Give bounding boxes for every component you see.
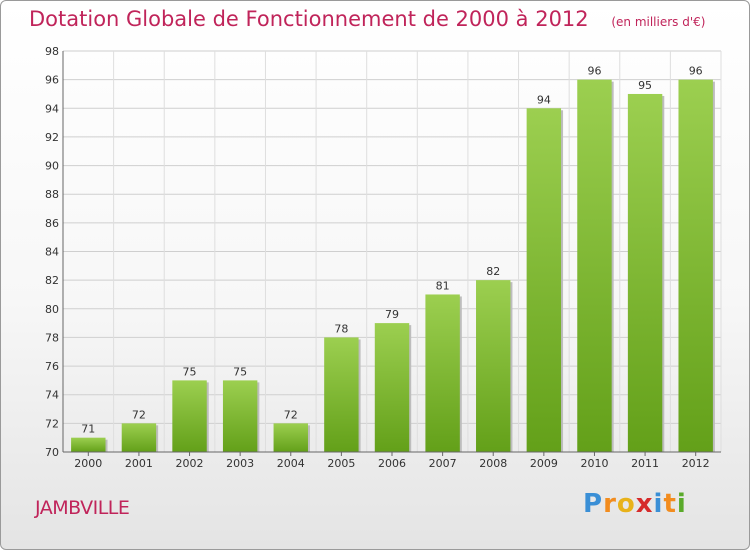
value-label-2002: 75	[183, 365, 197, 378]
bar-2000	[71, 437, 106, 452]
logo-letter: t	[663, 489, 677, 519]
y-tick-label: 80	[45, 303, 59, 316]
x-tick-label-2006: 2006	[378, 457, 406, 470]
value-label-2007: 81	[436, 279, 450, 292]
y-tick-label: 98	[45, 45, 59, 58]
y-tick-label: 96	[45, 74, 59, 87]
logo-letter: o	[616, 489, 636, 519]
y-tick-label: 86	[45, 217, 59, 230]
logo-letter: i	[653, 489, 664, 519]
x-tick-label-2003: 2003	[226, 457, 254, 470]
logo-letter: P	[583, 489, 604, 519]
x-tick-label-2005: 2005	[327, 457, 355, 470]
chart-title-text: Dotation Globale de Fonctionnement de 20…	[29, 7, 589, 31]
x-tick-label-2007: 2007	[429, 457, 457, 470]
y-tick-label: 88	[45, 188, 59, 201]
x-tick-label-2002: 2002	[176, 457, 204, 470]
proxiti-logo: Proxiti	[583, 489, 687, 519]
value-label-2011: 95	[638, 79, 652, 92]
x-tick-label-2000: 2000	[74, 457, 102, 470]
bar-2009	[526, 108, 562, 453]
bar-2005	[324, 337, 359, 452]
commune-name: JAMBVILLE	[35, 497, 130, 519]
value-label-2001: 72	[132, 408, 146, 421]
bar-2002	[172, 380, 207, 452]
y-tick-label: 84	[45, 246, 59, 259]
value-label-2006: 79	[385, 308, 399, 321]
x-axis: 2000 2001 2002 2003 2004 2005 2006 2007 2008 2009…	[63, 451, 721, 470]
y-tick-label: 76	[45, 360, 59, 373]
bar-2007	[425, 294, 460, 452]
x-tick-label-2009: 2009	[530, 457, 558, 470]
value-label-2012: 96	[689, 65, 703, 78]
value-label-2009: 94	[537, 93, 551, 106]
x-tick-label-2010: 2010	[580, 457, 608, 470]
bar-2012	[678, 79, 713, 453]
y-tick-label: 92	[45, 131, 59, 144]
bar-2001	[121, 423, 157, 452]
logo-letter: r	[603, 489, 617, 519]
bar-2010	[577, 79, 612, 453]
y-tick-label: 94	[45, 102, 59, 115]
chart-subtitle: (en milliers d'€)	[611, 15, 706, 29]
value-label-2003: 75	[233, 365, 247, 378]
x-tick-label-2001: 2001	[125, 457, 153, 470]
y-tick-label: 70	[45, 446, 59, 459]
bar-2008	[476, 280, 511, 452]
bars: 71 72 75 75 72 78 79 81 82 94 96 95 96	[71, 65, 715, 453]
value-label-2010: 96	[587, 65, 601, 78]
x-tick-label-2012: 2012	[682, 457, 710, 470]
y-axis: 70 72 74 76 78 80 82 84 86 88 90 92 94 96 98	[45, 45, 64, 459]
y-tick-label: 74	[45, 389, 59, 402]
y-tick-label: 72	[45, 417, 59, 430]
bar-2006	[374, 323, 410, 452]
y-tick-label: 90	[45, 160, 59, 173]
y-tick-label: 82	[45, 274, 59, 287]
x-tick-label-2011: 2011	[631, 457, 659, 470]
bar-2003	[222, 380, 258, 452]
bar-2011	[627, 93, 663, 452]
logo-letter: x	[635, 489, 654, 519]
value-label-2000: 71	[81, 423, 95, 436]
value-label-2005: 78	[334, 322, 348, 335]
value-label-2004: 72	[284, 408, 298, 421]
chart-title: Dotation Globale de Fonctionnement de 20…	[29, 7, 705, 31]
x-tick-label-2004: 2004	[277, 457, 305, 470]
value-label-2008: 82	[486, 265, 500, 278]
logo-letter: i	[676, 489, 687, 519]
x-tick-label-2008: 2008	[479, 457, 507, 470]
bar-2004	[273, 423, 308, 452]
y-tick-label: 78	[45, 331, 59, 344]
